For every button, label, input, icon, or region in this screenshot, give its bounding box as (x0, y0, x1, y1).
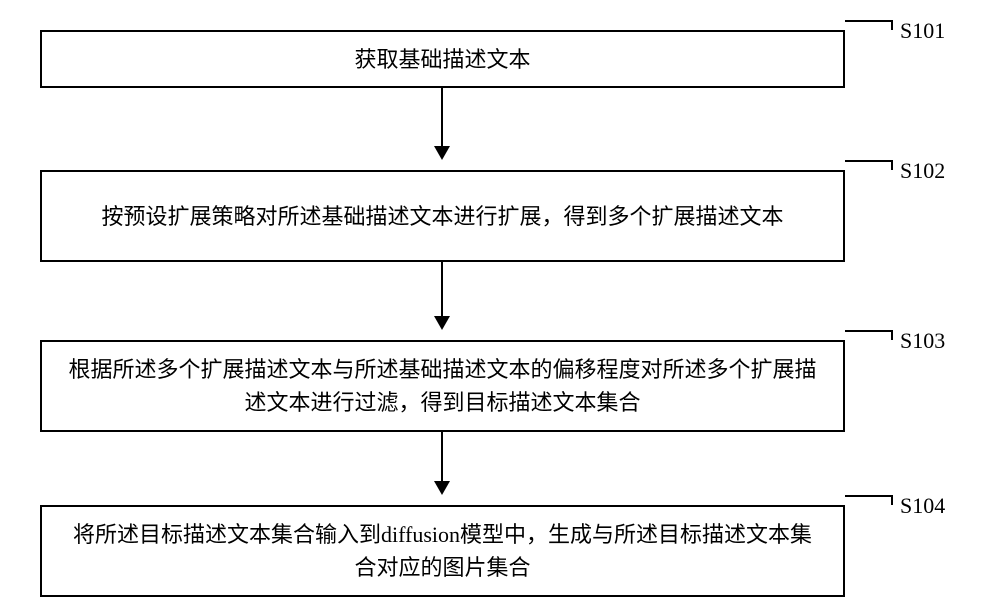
leader-line (845, 20, 893, 30)
flowchart-container: 获取基础描述文本 S101 按预设扩展策略对所述基础描述文本进行扩展，得到多个扩… (0, 0, 1000, 616)
node-text: 将所述目标描述文本集合输入到diffusion模型中，生成与所述目标描述文本集合… (62, 518, 823, 584)
leader-line (845, 160, 893, 170)
flowchart-node-s104: 将所述目标描述文本集合输入到diffusion模型中，生成与所述目标描述文本集合… (40, 505, 845, 597)
arrow-down-icon (441, 88, 443, 158)
flowchart-node-s102: 按预设扩展策略对所述基础描述文本进行扩展，得到多个扩展描述文本 (40, 170, 845, 262)
step-label-s104: S104 (900, 493, 945, 519)
step-label-s102: S102 (900, 158, 945, 184)
flowchart-node-s101: 获取基础描述文本 (40, 30, 845, 88)
arrow-down-icon (441, 262, 443, 328)
step-label-s101: S101 (900, 18, 945, 44)
node-text: 按预设扩展策略对所述基础描述文本进行扩展，得到多个扩展描述文本 (101, 200, 783, 233)
arrow-down-icon (441, 432, 443, 493)
step-label-s103: S103 (900, 328, 945, 354)
flowchart-node-s103: 根据所述多个扩展描述文本与所述基础描述文本的偏移程度对所述多个扩展描述文本进行过… (40, 340, 845, 432)
node-text: 获取基础描述文本 (354, 43, 530, 76)
leader-line (845, 330, 893, 340)
node-text: 根据所述多个扩展描述文本与所述基础描述文本的偏移程度对所述多个扩展描述文本进行过… (62, 353, 823, 419)
leader-line (845, 495, 893, 505)
